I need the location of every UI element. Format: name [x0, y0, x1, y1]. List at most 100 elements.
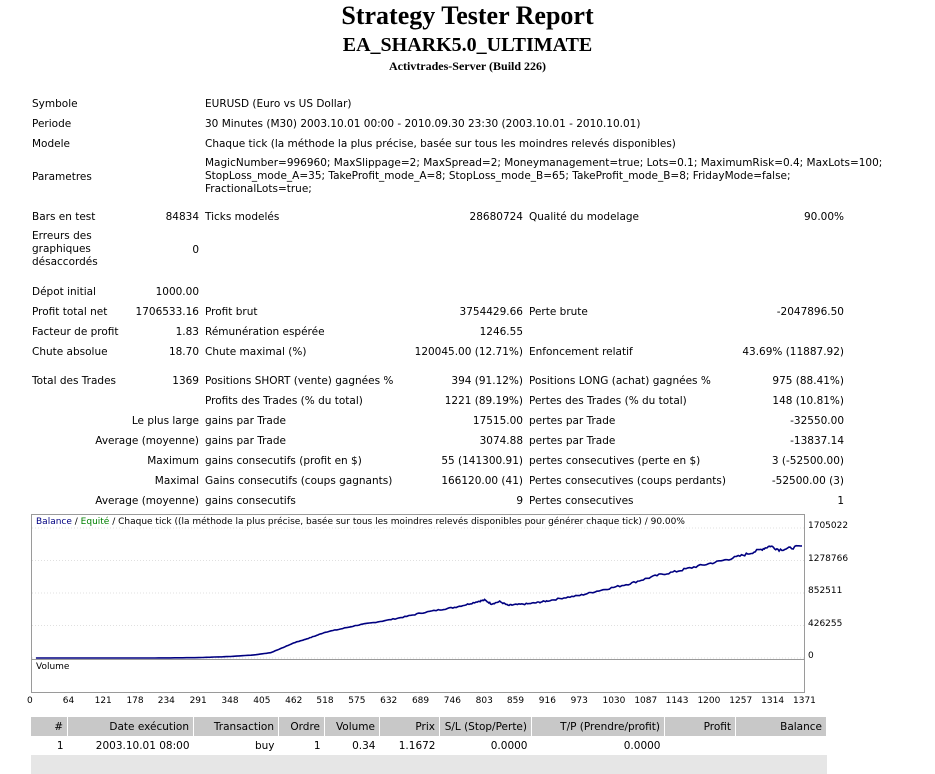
pertes-consec-value: 1 — [837, 495, 844, 507]
col-date: Date exécution — [67, 717, 194, 736]
gains-consec-coups-value: 166120.00 (41) — [441, 475, 523, 487]
profit-brut-value: 3754429.66 — [459, 306, 523, 318]
symbole-value: EURUSD (Euro vs US Dollar) — [205, 98, 352, 110]
parametres-line: MagicNumber=996960; MaxSlippage=2; MaxSp… — [205, 157, 883, 169]
remuneration-value: 1246.55 — [479, 326, 523, 338]
volume-label: Volume — [36, 662, 70, 672]
profit-total-value: 1706533.16 — [135, 306, 199, 318]
deals-table: # Date exécution Transaction Ordre Volum… — [31, 717, 827, 774]
x-tick-label: 234 — [157, 696, 175, 706]
x-tick-label: 632 — [380, 696, 398, 706]
pertes-average-value: -13837.14 — [790, 435, 844, 447]
total-trades-label: Total des Trades — [32, 375, 117, 387]
average2-label: Average (moyenne) — [95, 495, 199, 507]
erreurs-line: désaccordés — [32, 256, 98, 268]
col-profit: Profit — [664, 717, 736, 736]
x-tick-label: 689 — [411, 696, 430, 706]
pertes-consec-coups-value: -52500.00 (3) — [771, 475, 844, 487]
chute-abs-label: Chute absolue — [32, 346, 108, 358]
gains-consec-value: 9 — [516, 495, 523, 507]
depot-value: 1000.00 — [155, 286, 199, 298]
x-tick-label: 1087 — [634, 696, 658, 706]
pertes-trades-value: 148 (10.81%) — [772, 395, 844, 407]
profits-trades-label: Profits des Trades (% du total) — [205, 395, 363, 407]
cell-prix: 1.1672 — [398, 739, 436, 752]
y-tick-label: 426255 — [808, 618, 843, 629]
chute-max-value: 120045.00 (12.71%) — [414, 346, 523, 358]
x-tick-label: 1314 — [761, 696, 785, 706]
enfoncement-value: 43.69% (11887.92) — [742, 346, 844, 358]
bars-value: 84834 — [165, 211, 199, 223]
bars-label: Bars en test — [32, 211, 96, 223]
pertes-consec-coups-label: Pertes consecutives (coups perdants) — [529, 475, 726, 487]
x-tick-label: 746 — [443, 696, 461, 706]
periode-value: 30 Minutes (M30) 2003.10.01 00:00 - 2010… — [205, 118, 641, 130]
cell-volume: 0.34 — [352, 739, 376, 752]
cell-ordre: 1 — [313, 739, 321, 752]
gains-consec-profit-label: gains consecutifs (profit en $) — [205, 455, 362, 467]
cell-empty — [735, 755, 827, 774]
chart-legend: Balance / Equité / Chaque tick ((la méth… — [36, 517, 685, 527]
cell-empty — [193, 755, 279, 774]
balance-chart — [31, 514, 805, 662]
symbole-label: Symbole — [32, 98, 78, 110]
x-tick-label: 803 — [475, 696, 493, 706]
server-name: Activtrades-Server (Build 226) — [388, 59, 547, 73]
cell-empty — [324, 755, 380, 774]
total-trades-value: 1369 — [172, 375, 199, 387]
parametres-line: StopLoss_mode_A=35; TakeProfit_mode_A=8;… — [205, 170, 791, 182]
col-tp: T/P (Prendre/profit) — [531, 717, 665, 736]
report-title: Strategy Tester Report — [341, 1, 594, 30]
pertes-plus-large-value: -32550.00 — [790, 415, 844, 427]
cell-tp: 0.0000 — [623, 739, 661, 752]
x-tick-label: 859 — [506, 696, 525, 706]
erreurs-label: Erreurs des graphiques désaccordés — [32, 230, 98, 269]
long-value: 975 (88.41%) — [772, 375, 844, 387]
table-row — [31, 755, 827, 774]
parametres-value: MagicNumber=996960; MaxSlippage=2; MaxSp… — [205, 157, 882, 196]
parametres-line: FractionalLots=true; — [205, 183, 312, 195]
cell-sl: 0.0000 — [490, 739, 528, 752]
ticks-label: Ticks modelés — [205, 211, 280, 223]
profits-trades-value: 1221 (89.19%) — [444, 395, 523, 407]
pertes-consec-label: Pertes consecutives — [529, 495, 634, 507]
cell-empty — [531, 755, 665, 774]
x-tick-label: 1371 — [793, 696, 816, 706]
cell-date: 2003.10.01 08:00 — [95, 739, 190, 752]
erreurs-value: 0 — [192, 244, 199, 256]
col-volume: Volume — [324, 717, 380, 736]
y-tick-label: 0 — [808, 651, 814, 661]
volume-panel — [31, 659, 805, 693]
x-tick-label: 291 — [189, 696, 207, 706]
remuneration-label: Rémunération espérée — [205, 326, 325, 338]
pertes-consec-perte-label: pertes consecutives (perte en $) — [529, 455, 701, 467]
depot-label: Dépot initial — [32, 286, 96, 298]
cell-number: 1 — [56, 739, 64, 752]
col-balance: Balance — [735, 717, 827, 736]
qualite-label: Qualité du modelage — [529, 211, 640, 223]
balance-chart-svg — [32, 527, 804, 659]
x-tick-label: 1200 — [697, 696, 721, 706]
x-tick-label: 462 — [285, 696, 303, 706]
chute-max-label: Chute maximal (%) — [205, 346, 307, 358]
profit-total-label: Profit total net — [32, 306, 108, 318]
cell-transaction: buy — [254, 739, 275, 752]
legend-equity: Equité — [80, 517, 110, 527]
maximum-label: Maximum — [147, 455, 199, 467]
modele-value: Chaque tick (la méthode la plus précise,… — [205, 138, 676, 150]
x-tick-label: 64 — [62, 696, 75, 706]
x-tick-label: 575 — [348, 696, 366, 706]
parametres-label: Parametres — [32, 171, 92, 183]
y-tick-label: 1278766 — [808, 553, 849, 564]
profit-brut-label: Profit brut — [205, 306, 258, 318]
pertes-par-trade-label: pertes par Trade — [529, 415, 616, 427]
x-tick-label: 1257 — [729, 696, 753, 706]
short-label: Positions SHORT (vente) gagnées % — [205, 375, 394, 387]
x-tick-label: 178 — [126, 696, 144, 706]
x-tick-label: 1143 — [665, 696, 689, 706]
cell-empty — [278, 755, 325, 774]
gains-consec-coups-label: Gains consecutifs (coups gagnants) — [205, 475, 393, 487]
short-value: 394 (91.12%) — [451, 375, 523, 387]
plus-large-label: Le plus large — [131, 415, 199, 427]
long-label: Positions LONG (achat) gagnées % — [529, 375, 711, 387]
